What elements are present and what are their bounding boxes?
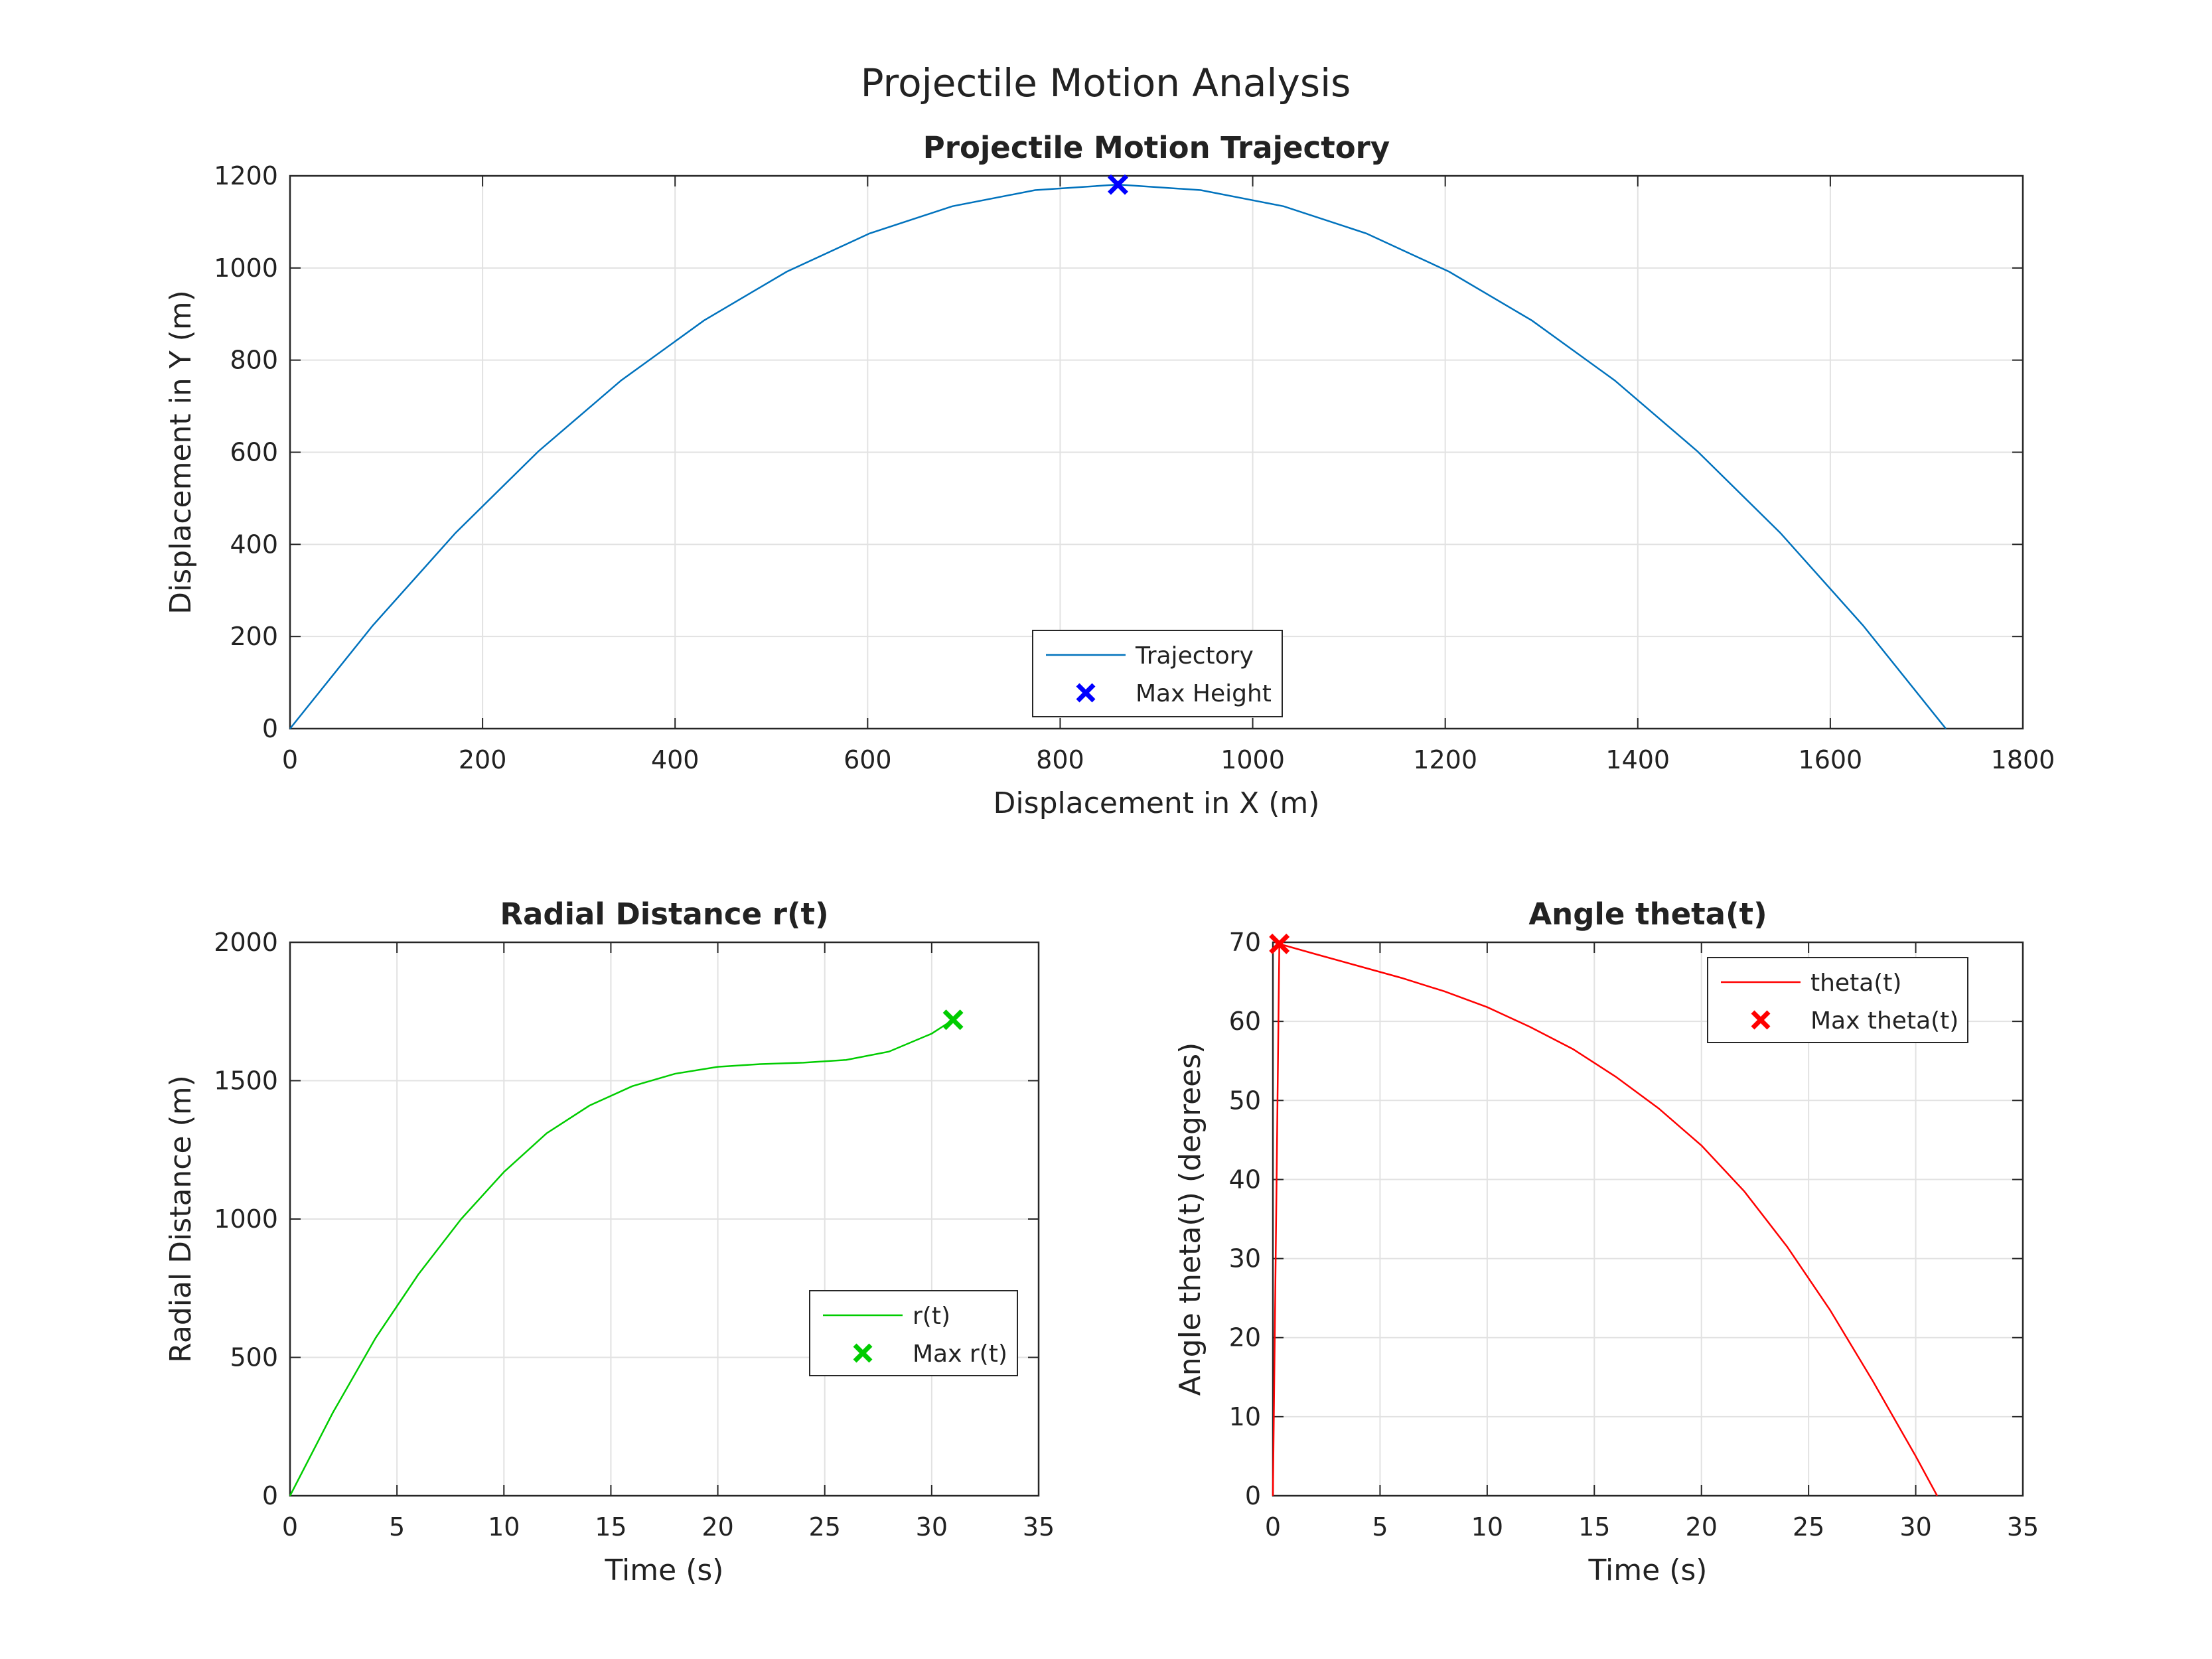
y-tick-label: 200	[230, 622, 278, 651]
x-tick-label: 15	[1578, 1512, 1610, 1542]
x-tick-label: 600	[844, 745, 892, 774]
y-tick-label: 0	[262, 714, 278, 743]
x-tick-label: 200	[459, 745, 507, 774]
legend-label: Max r(t)	[913, 1340, 1007, 1368]
legend-box	[809, 1290, 1018, 1376]
x-tick-label: 1000	[1220, 745, 1285, 774]
y-tick-label: 600	[230, 438, 278, 467]
x-tick-label: 5	[389, 1512, 405, 1542]
x-axis-label: Displacement in X (m)	[994, 786, 1320, 820]
series-line	[289, 1019, 954, 1496]
x-axis-label: Time (s)	[1588, 1553, 1708, 1587]
y-tick-label: 70	[1229, 928, 1261, 957]
legend-label: theta(t)	[1810, 970, 1901, 997]
x-tick-label: 0	[282, 745, 298, 774]
x-tick-label: 25	[1793, 1512, 1824, 1542]
chart-theta: 0 5 10 15 20 25 30 35 0 10 20 30 40 50 60 70 Angle theta…	[1173, 897, 2039, 1587]
y-tick-label: 1000	[214, 1204, 278, 1234]
x-tick-label: 10	[488, 1512, 520, 1542]
x-tick-label: 20	[1686, 1512, 1718, 1542]
max-marker-stroke-b	[1108, 174, 1128, 195]
y-tick-label: 20	[1229, 1323, 1261, 1352]
x-tick-label: 15	[595, 1512, 627, 1542]
legend-label: Max theta(t)	[1810, 1007, 1958, 1035]
x-tick-label: 0	[282, 1512, 298, 1542]
y-tick-label: 2000	[214, 928, 278, 957]
legend-box	[1032, 630, 1283, 717]
x-tick-label: 1200	[1413, 745, 1477, 774]
series-line	[1272, 942, 1938, 1496]
x-tick-label: 1800	[1991, 745, 2055, 774]
y-tick-label: 10	[1229, 1402, 1261, 1431]
x-tick-label: 30	[916, 1512, 948, 1542]
chart-title: Projectile Motion Trajectory	[923, 130, 1390, 165]
x-tick-label: 1400	[1605, 745, 1670, 774]
y-tick-label: 1500	[214, 1066, 278, 1096]
x-tick-label: 35	[2007, 1512, 2039, 1542]
y-axis-label: Displacement in Y (m)	[164, 290, 198, 614]
y-tick-label: 30	[1229, 1244, 1261, 1273]
legend-label: r(t)	[913, 1303, 950, 1330]
max-marker-stroke-b	[942, 1009, 964, 1031]
x-tick-label: 10	[1471, 1512, 1503, 1542]
figure-title: Projectile Motion Analysis	[861, 60, 1351, 106]
axes-frame	[1272, 941, 2024, 1497]
y-tick-label: 0	[1245, 1481, 1261, 1510]
y-tick-label: 800	[230, 346, 278, 375]
y-tick-label: 50	[1229, 1086, 1261, 1115]
chart-radial: 0 5 10 15 20 25 30 35 0 500 1000 1500 2000 Radial Dis…	[164, 897, 1055, 1587]
y-tick-label: 500	[230, 1343, 278, 1372]
legend-marker-stroke-b	[1076, 683, 1096, 703]
chart-title: Radial Distance r(t)	[500, 897, 828, 932]
y-tick-label: 1000	[214, 253, 278, 283]
x-tick-label: 5	[1372, 1512, 1388, 1542]
y-tick-label: 0	[262, 1481, 278, 1510]
max-marker-stroke-b	[1269, 933, 1290, 954]
legend-label: Max Height	[1136, 680, 1272, 707]
axes-frame	[289, 175, 2024, 730]
x-tick-label: 35	[1023, 1512, 1055, 1542]
legend-label: Trajectory	[1135, 642, 1254, 670]
legend-marker-stroke-b	[1751, 1010, 1771, 1030]
chart-trajectory: 0 200 400 600 800 1000 1200 1400 1600 1800 0 200 400…	[164, 130, 2055, 820]
x-tick-label: 800	[1036, 745, 1084, 774]
y-tick-label: 60	[1229, 1007, 1261, 1036]
x-tick-label: 0	[1265, 1512, 1281, 1542]
axes-frame	[289, 941, 1040, 1497]
x-tick-label: 20	[701, 1512, 733, 1542]
y-tick-label: 400	[230, 530, 278, 559]
y-tick-label: 40	[1229, 1165, 1261, 1194]
chart-title: Angle theta(t)	[1528, 897, 1767, 932]
y-tick-label: 1200	[214, 161, 278, 190]
x-axis-label: Time (s)	[605, 1553, 724, 1587]
x-tick-label: 400	[651, 745, 700, 774]
legend-box	[1707, 957, 1968, 1043]
y-axis-label: Angle theta(t) (degrees)	[1173, 1043, 1207, 1396]
y-axis-label: Radial Distance (m)	[164, 1075, 198, 1362]
x-tick-label: 30	[1899, 1512, 1931, 1542]
legend-marker-stroke-b	[853, 1343, 873, 1363]
x-tick-label: 25	[809, 1512, 841, 1542]
x-tick-label: 1600	[1799, 745, 1863, 774]
